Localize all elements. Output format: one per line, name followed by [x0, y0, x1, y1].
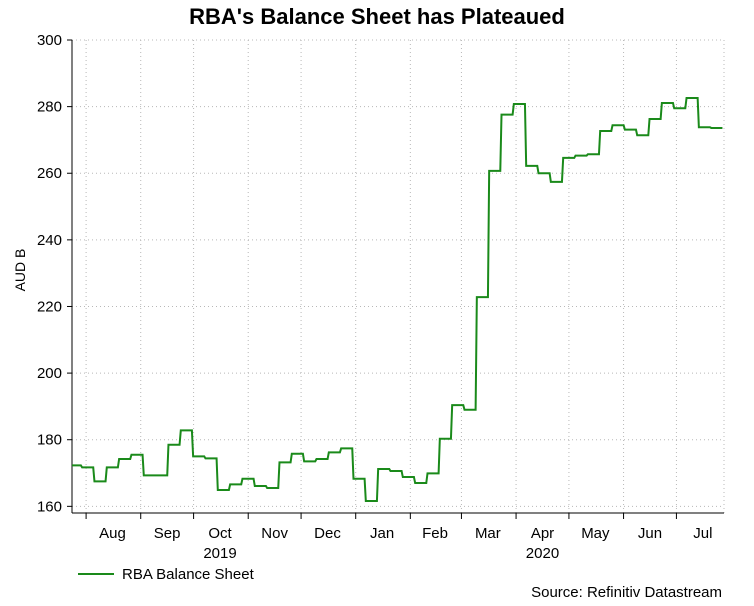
x-tick-label: Feb — [422, 525, 448, 542]
y-tick-label: 220 — [37, 298, 62, 315]
y-tick-label: 260 — [37, 165, 62, 182]
legend: RBA Balance Sheet — [78, 564, 254, 584]
x-tick-label: Nov — [261, 525, 288, 542]
y-tick-label: 240 — [37, 232, 62, 249]
axes — [71, 40, 724, 514]
x-tick-label: Jul — [693, 525, 712, 542]
y-axis-ticks: 160 180 200 220 240 260 280 300 — [37, 32, 72, 515]
y-tick-label: 180 — [37, 432, 62, 449]
plot-area — [72, 40, 724, 513]
x-year-label: 2020 — [526, 545, 559, 562]
x-tick-label: Jan — [370, 525, 394, 542]
x-tick-label: Dec — [314, 525, 341, 542]
source-note: Source: Refinitiv Datastream — [531, 584, 722, 601]
x-axis-ticks: Aug Sep Oct Nov Dec Jan Feb Mar Apr May Jun Jul 2019… — [85, 513, 712, 562]
x-tick-label: Aug — [99, 525, 126, 542]
series-line — [72, 96, 723, 503]
y-tick-label: 300 — [37, 32, 62, 49]
legend-label: RBA Balance Sheet — [122, 565, 254, 583]
y-tick-label: 200 — [37, 365, 62, 382]
legend-swatch — [78, 573, 114, 575]
chart-title: RBA's Balance Sheet has Plateaued — [189, 4, 565, 29]
x-tick-label: Sep — [154, 525, 181, 542]
x-tick-label: Oct — [208, 525, 232, 542]
x-year-label: 2019 — [203, 545, 236, 562]
x-tick-label: Apr — [531, 525, 554, 542]
x-tick-label: Mar — [475, 525, 501, 542]
y-tick-label: 280 — [37, 99, 62, 116]
y-tick-label: 160 — [37, 498, 62, 515]
x-tick-label: Jun — [638, 525, 662, 542]
x-tick-label: May — [581, 525, 610, 542]
grid-lines — [72, 39, 725, 513]
series-group — [72, 96, 723, 503]
